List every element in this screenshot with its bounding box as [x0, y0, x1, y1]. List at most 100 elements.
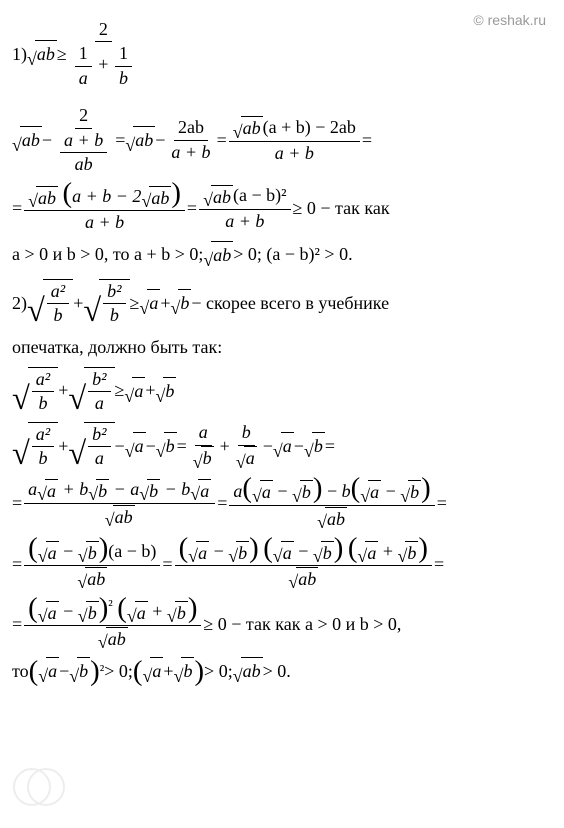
frac: √ab (a + b − 2√ab) a + b [24, 182, 185, 234]
t2: > 0; (a − b)² > 0. [233, 241, 352, 268]
sqrt: √b [304, 432, 325, 460]
p: + [163, 658, 173, 685]
eq: = [115, 127, 125, 154]
num: 2 [95, 18, 112, 42]
problem-1-header: 1) √ab ≥ 2 1a + 1b [12, 18, 552, 90]
frac: √ab(a − b)² a + b [199, 184, 290, 233]
sqrt: √b [174, 657, 195, 685]
sqrt-a: √a [139, 289, 160, 317]
plus: + [220, 433, 230, 460]
n: (√a − √b)(a − b) [24, 537, 160, 566]
plus: + [145, 377, 155, 404]
n: √ab(a − b)² [199, 184, 290, 210]
d: b [115, 67, 132, 90]
n: 2 [75, 104, 92, 128]
eq: = [12, 551, 22, 578]
tail: ≥ 0 − так как [293, 195, 390, 222]
n: 1 [115, 42, 132, 66]
sqrt: √b [69, 657, 90, 685]
minus: − [146, 433, 156, 460]
d: √ab [94, 626, 132, 651]
sqrt: √ab [233, 657, 263, 685]
sqrt: √b²a [68, 367, 114, 416]
n: (√a − √b)² (√a + √b) [24, 597, 201, 626]
sqrt-b: √b [170, 289, 191, 317]
t1: то [12, 658, 29, 685]
d: a [75, 67, 92, 90]
frac: b√a [232, 421, 261, 470]
frac: √ab(a + b) − 2ab a + b [229, 116, 360, 165]
sqrt: √ab [12, 126, 42, 154]
frac: a(√a − √b) − b(√a − √b) √ab [229, 477, 434, 531]
n: a√a + b√b − a√b − b√a [24, 478, 215, 504]
sqrt: √b²a [68, 422, 114, 471]
minus: − [263, 433, 273, 460]
n: 2ab [174, 116, 208, 140]
problem-2-header: 2) √a²b + √b²b ≥ √a + √b − скорее всего … [12, 279, 552, 328]
d: a + bab [54, 129, 113, 177]
minus: − [155, 127, 165, 154]
eq: = [434, 551, 444, 578]
n: a(√a − √b) − b(√a − √b) [229, 477, 434, 506]
frac: a√b [189, 421, 218, 470]
n: (√a − √b) (√a − √b) (√a + √b) [175, 537, 432, 566]
sqrt: √a [273, 432, 294, 460]
eq: = [187, 195, 197, 222]
sqrt: √a [143, 657, 164, 685]
frac: 2ab a + b [167, 116, 214, 164]
tail: ≥ 0 − так как a > 0 и b > 0, [203, 611, 401, 638]
plus: + [98, 54, 113, 74]
sqrt: √ab [203, 241, 233, 269]
sqrt: √a [125, 432, 146, 460]
d: a + b [271, 142, 318, 165]
p2-conclusion: то (√a − √b)² > 0; (√a + √b) > 0; √ab > … [12, 657, 552, 685]
ge: ≥ [57, 41, 67, 68]
ge: ≥ [115, 377, 125, 404]
d: √ab [284, 566, 322, 591]
frac: a√a + b√b − a√b − b√a √ab [24, 478, 215, 529]
minus: − [42, 127, 52, 154]
sqrt-ab: √ab [27, 40, 57, 68]
frac: (√a − √b)(a − b) √ab [24, 537, 160, 591]
eq: = [177, 433, 187, 460]
watermark: © reshak.ru [473, 10, 546, 31]
p2-step2: = a√a + b√b − a√b − b√a √ab = a(√a − √b)… [12, 477, 552, 531]
eq: = [362, 127, 372, 154]
d: √ab [313, 506, 351, 531]
p2-step3: = (√a − √b)(a − b) √ab = (√a − √b) (√a −… [12, 537, 552, 591]
p1-step2: = √ab (a + b − 2√ab) a + b = √ab(a − b)²… [12, 182, 552, 234]
sqrt-b2b: √b²b [83, 279, 129, 328]
frac-rhs: 2 1a + 1b [69, 18, 138, 90]
t3: > 0; [204, 658, 233, 685]
label-1: 1) [12, 41, 27, 68]
eq: = [12, 490, 22, 517]
n: 1 [75, 42, 92, 66]
d: a + b [81, 211, 128, 234]
t1: a > 0 и b > 0, то a + b > 0; [12, 241, 203, 268]
ge: ≥ [130, 290, 140, 317]
n: √ab(a + b) − 2ab [229, 116, 360, 142]
t2: > 0; [104, 658, 133, 685]
eq: = [217, 127, 227, 154]
sqrt: √a [38, 657, 59, 685]
m: − [59, 658, 69, 685]
eq: = [437, 490, 447, 517]
sqrt: √ab [125, 126, 155, 154]
eq: = [12, 195, 22, 222]
n: √ab (a + b − 2√ab) [24, 182, 185, 211]
p2-note: опечатка, должно быть так: [12, 334, 552, 361]
eq: = [217, 490, 227, 517]
eq: = [325, 433, 335, 460]
p2-step4: = (√a − √b)² (√a + √b) √ab ≥ 0 − так как… [12, 597, 552, 651]
sqrt: √b [155, 377, 176, 405]
tail: − скорее всего в учебнике [191, 290, 389, 317]
plus: + [58, 433, 68, 460]
minus: − [115, 433, 125, 460]
den: 1a + 1b [69, 42, 138, 90]
minus: − [294, 433, 304, 460]
d: a + b [221, 210, 268, 233]
plus: + [58, 377, 68, 404]
sqrt-a2b: √a²b [27, 279, 73, 328]
sqrt: √a²b [12, 422, 58, 471]
eq: = [162, 551, 172, 578]
